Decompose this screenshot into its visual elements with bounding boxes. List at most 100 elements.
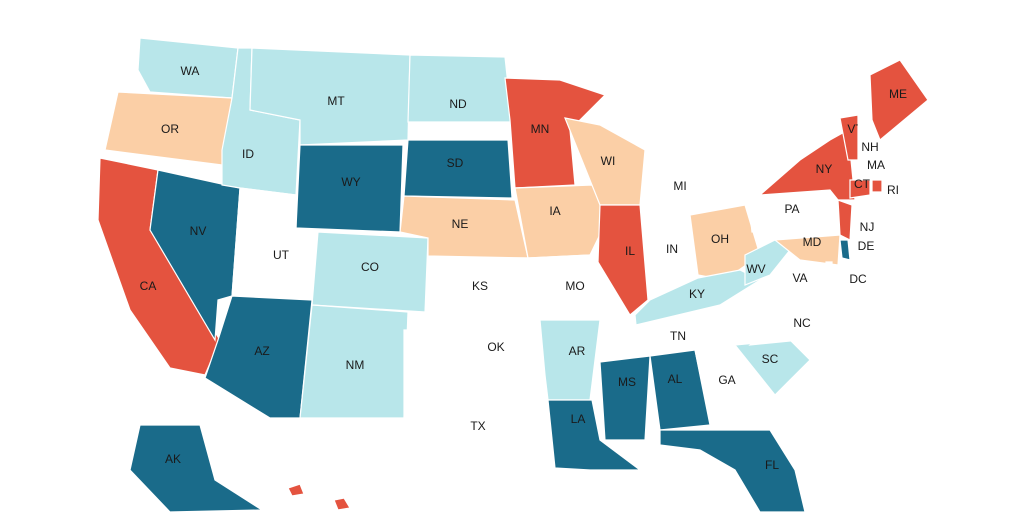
state-shape — [694, 344, 776, 431]
state-label: OR — [161, 122, 179, 136]
state-shape — [597, 204, 649, 316]
state-shape — [287, 483, 305, 497]
state-label: NJ — [860, 220, 875, 234]
state: NY — [758, 129, 856, 201]
state-label: SD — [447, 156, 464, 170]
state-label: CO — [361, 260, 379, 274]
state: MI — [644, 109, 721, 216]
state-label: NE — [452, 217, 469, 231]
state: CT — [849, 177, 871, 199]
state-shape — [748, 304, 846, 346]
state-label: SC — [762, 352, 779, 366]
state-label: WA — [181, 64, 200, 78]
state-label: IA — [549, 204, 560, 218]
state: NH — [857, 103, 879, 161]
state-label: AK — [165, 452, 181, 466]
state-shape — [137, 37, 239, 99]
state-shape — [129, 424, 264, 512]
state-label: VA — [792, 271, 807, 285]
state: IL — [597, 204, 649, 316]
state-label: WY — [341, 175, 360, 189]
state: ND — [407, 54, 513, 123]
state: FL — [659, 429, 806, 512]
state-label: CA — [140, 279, 157, 293]
state: OH — [689, 204, 761, 281]
state-shape — [599, 355, 651, 441]
state-shape — [773, 234, 841, 266]
state-shape — [837, 199, 853, 241]
state-label: NC — [793, 316, 811, 330]
state: SD — [403, 139, 513, 199]
state: RI — [871, 179, 899, 197]
state-label: MN — [531, 122, 550, 136]
state: ME — [869, 59, 929, 141]
state: NV — [149, 169, 241, 342]
state-label: OH — [711, 232, 729, 246]
state: NJ — [837, 199, 875, 241]
state: GA — [694, 344, 776, 431]
state-shape — [839, 239, 851, 261]
state-label: NH — [861, 140, 878, 154]
state-label: MO — [565, 279, 584, 293]
state-shape — [514, 184, 609, 259]
state-label: MD — [803, 235, 822, 249]
state: AL — [649, 349, 711, 431]
state: LA — [547, 399, 642, 471]
state: OR — [104, 91, 233, 166]
state-label: OK — [487, 340, 504, 354]
state: TX — [344, 329, 556, 512]
state: MN — [504, 77, 607, 189]
state-label: NV — [190, 224, 207, 238]
state: NC — [748, 304, 846, 346]
state: KS — [425, 257, 536, 319]
state-label: NY — [816, 162, 833, 176]
state-shape — [564, 117, 646, 206]
state: WA — [137, 37, 239, 99]
state: PA — [747, 189, 841, 233]
state: IA — [514, 184, 609, 259]
state-label: ME — [889, 87, 907, 101]
state-shape — [204, 295, 313, 419]
state-shape — [311, 231, 429, 313]
state-shape — [333, 497, 351, 511]
state-shape — [689, 204, 761, 281]
state-label: CT — [854, 177, 871, 191]
state-shape — [857, 103, 879, 161]
state-shape — [758, 129, 856, 201]
state-shape — [825, 261, 833, 269]
state: MS — [599, 355, 651, 441]
state-label: MT — [327, 94, 345, 108]
state-label: ND — [449, 97, 467, 111]
state-shape — [744, 239, 791, 286]
state-label: ID — [242, 147, 254, 161]
state-shape — [399, 195, 529, 259]
state: WY — [295, 144, 404, 233]
state-label: AL — [668, 372, 683, 386]
state-shape — [539, 319, 601, 401]
state-label: MS — [618, 375, 636, 389]
state-shape — [869, 59, 929, 141]
state: WI — [564, 117, 646, 206]
state: DE — [839, 239, 875, 261]
state: AZ — [204, 295, 313, 419]
state-label: TN — [670, 329, 686, 343]
state-shape — [649, 349, 711, 431]
state-label: KY — [689, 287, 705, 301]
state-label: IL — [625, 244, 635, 258]
state-label: WV — [746, 262, 765, 276]
state-shape — [504, 77, 607, 189]
state: MA — [854, 157, 896, 181]
state-label: MI — [673, 179, 686, 193]
state-label: WI — [601, 154, 616, 168]
state-shape — [425, 257, 536, 319]
state-shape — [547, 399, 642, 471]
state: NM — [299, 304, 409, 419]
state-label: DC — [849, 272, 867, 286]
state-label: NM — [346, 358, 365, 372]
state-label: AZ — [254, 344, 269, 358]
state-label: DE — [858, 239, 875, 253]
state-label: KS — [472, 279, 488, 293]
state-shape — [849, 179, 871, 199]
